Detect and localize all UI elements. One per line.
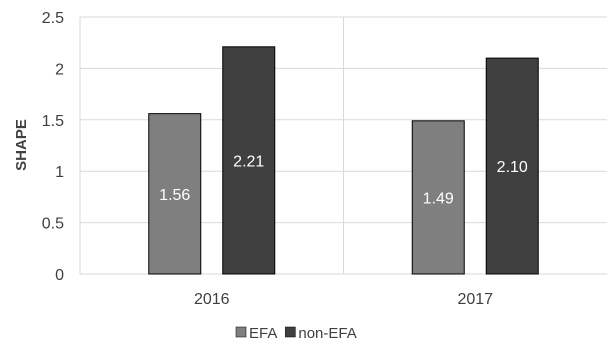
bars bbox=[148, 46, 539, 275]
data-label-efa-2016: 1.56 bbox=[159, 187, 190, 204]
bar-efa-2017 bbox=[411, 120, 465, 275]
bar-non-efa-2016 bbox=[222, 46, 276, 275]
data-labels: 1.56 2.21 1.49 2.10 bbox=[159, 153, 528, 207]
bar-efa-2016 bbox=[148, 113, 202, 275]
legend-label-efa: EFA bbox=[249, 325, 277, 342]
y-tick-label-0: 0 bbox=[55, 267, 64, 284]
legend-swatch-non-efa bbox=[285, 326, 296, 338]
x-axis-ticks: 2016 2017 bbox=[194, 291, 493, 308]
x-tick-label-2016: 2016 bbox=[194, 291, 230, 308]
bar-non-efa-2017 bbox=[485, 57, 539, 275]
y-tick-label-5: 2.5 bbox=[42, 10, 64, 27]
y-axis-ticks: 0 0.5 1 1.5 2 2.5 bbox=[42, 10, 64, 284]
data-label-non-efa-2017: 2.10 bbox=[497, 159, 528, 176]
y-tick-label-1: 0.5 bbox=[42, 216, 64, 233]
y-tick-label-3: 1.5 bbox=[42, 113, 64, 130]
data-label-non-efa-2016: 2.21 bbox=[233, 153, 264, 170]
y-tick-label-4: 2 bbox=[55, 61, 64, 78]
y-tick-label-2: 1 bbox=[55, 164, 64, 181]
legend-label-non-efa: non-EFA bbox=[298, 325, 356, 342]
legend-swatch-efa bbox=[235, 326, 247, 338]
y-axis-title: SHAPE bbox=[13, 119, 30, 171]
data-label-efa-2017: 1.49 bbox=[423, 190, 454, 207]
x-tick-label-2017: 2017 bbox=[457, 291, 493, 308]
legend: EFA non-EFA bbox=[235, 325, 357, 342]
